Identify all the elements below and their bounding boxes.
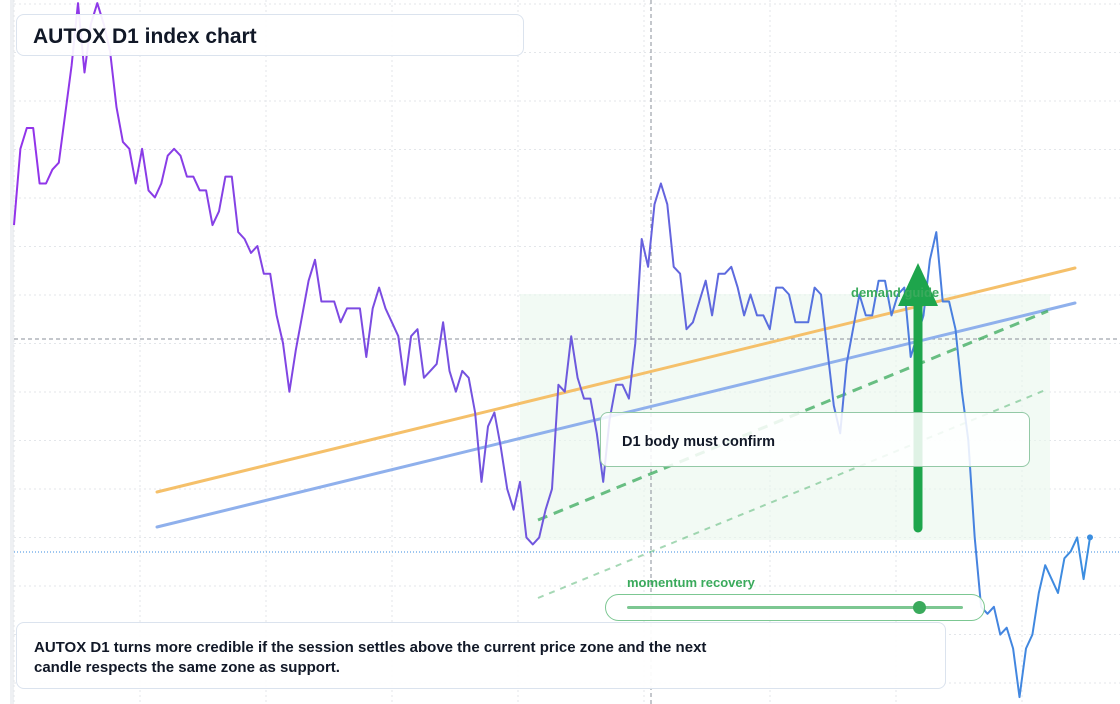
confirm-note: D1 body must confirm bbox=[600, 412, 1030, 467]
left-edge-bar bbox=[10, 0, 14, 704]
momentum-slider-thumb[interactable] bbox=[912, 601, 926, 614]
insight-callout: AUTOX D1 turns more credible if the sess… bbox=[16, 622, 946, 689]
momentum-slider-track[interactable] bbox=[627, 606, 963, 609]
last-price-point bbox=[1087, 534, 1093, 541]
title-card: AUTOX D1 index chart bbox=[16, 14, 524, 56]
demand-arrow-icon bbox=[898, 263, 938, 306]
confirm-note-text: D1 body must confirm bbox=[622, 434, 776, 450]
demand-guide-label: demand guide bbox=[851, 285, 940, 300]
insight-callout-text: AUTOX D1 turns more credible if the sess… bbox=[34, 639, 707, 676]
momentum-slider-label: momentum recovery bbox=[627, 575, 755, 590]
price-series-line bbox=[13, 2, 1091, 699]
momentum-slider[interactable] bbox=[605, 594, 985, 621]
chart-title: AUTOX D1 index chart bbox=[33, 25, 257, 48]
